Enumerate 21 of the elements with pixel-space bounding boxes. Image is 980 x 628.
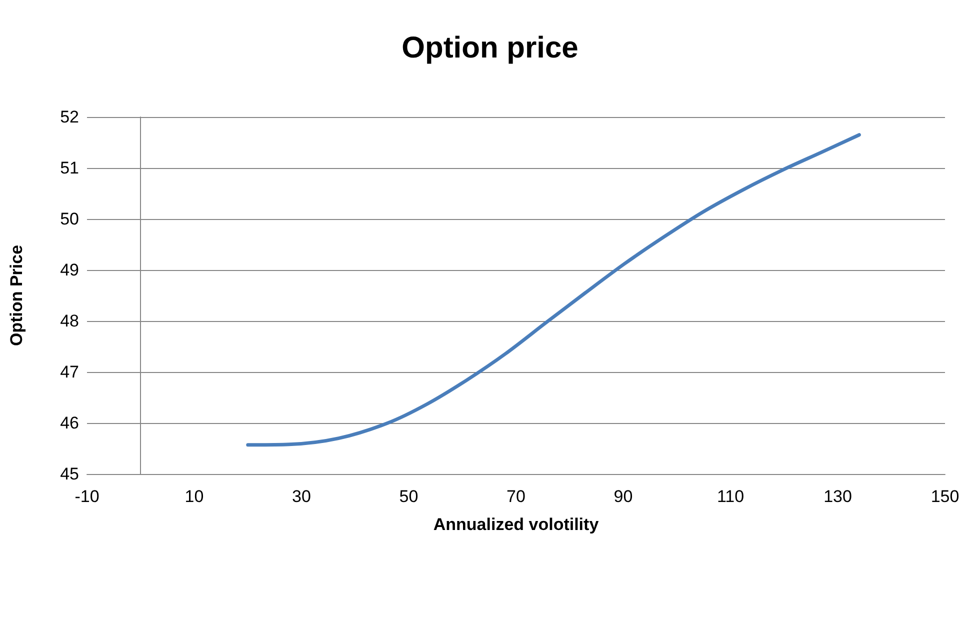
- y-tick-label: 45: [60, 464, 79, 484]
- x-axis-title: Annualized volotility: [433, 515, 600, 534]
- y-tick-label: 51: [60, 158, 79, 178]
- y-axis-title: Option Price: [7, 244, 26, 346]
- y-tick-label: 46: [60, 414, 79, 432]
- x-tick-label: -10: [74, 487, 100, 506]
- x-tick-label: 90: [614, 487, 633, 506]
- x-tick-label: 130: [824, 487, 852, 506]
- x-tick-label: 70: [506, 487, 526, 506]
- x-tick-label: 30: [292, 487, 311, 506]
- x-tick-label: 150: [930, 487, 960, 506]
- y-tick-label: 50: [60, 210, 79, 228]
- line-series: [246, 133, 861, 447]
- y-tick-label: 52: [60, 108, 79, 126]
- y-tick-label: 47: [60, 362, 79, 382]
- y-tick-label: 48: [60, 312, 79, 330]
- x-tick-label: 110: [716, 487, 744, 506]
- y-tick-label: 49: [60, 260, 79, 280]
- chart-title: Option price: [402, 32, 578, 64]
- x-tick-label: 10: [184, 487, 204, 506]
- x-tick-label: 50: [399, 487, 418, 506]
